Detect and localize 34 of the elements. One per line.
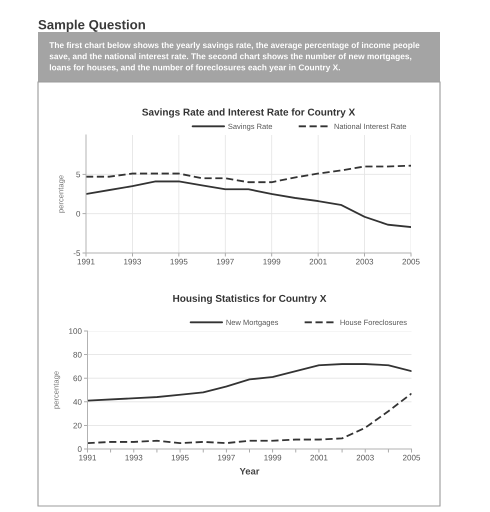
x-tick-label: 1999 xyxy=(264,454,282,460)
y-tick-label: 60 xyxy=(73,375,82,382)
y-tick-label: 100 xyxy=(69,328,82,334)
y-tick-label: 5 xyxy=(76,172,80,178)
x-tick-label: 1995 xyxy=(170,258,188,264)
x-tick-label: 2001 xyxy=(310,258,327,264)
x-tick-label: 1997 xyxy=(216,258,234,264)
x-tick-label: 1993 xyxy=(125,454,142,460)
x-tick-label: 1991 xyxy=(79,454,96,460)
y-tick-label: 20 xyxy=(73,422,82,428)
x-tick-label: 2005 xyxy=(402,258,420,264)
y-tick-label: 0 xyxy=(76,210,80,217)
text: The first chart below shows the yearly savings rate, the average percentage of income people save, and the national interest rate. The second chart shows the number of new mortgages, loans for houses, and the number of foreclosures each year in Country X. xyxy=(49,42,420,72)
x-tick-label: 1993 xyxy=(124,258,142,264)
y-tick-label: 40 xyxy=(73,399,82,405)
y-tick-label: 80 xyxy=(73,352,82,358)
x-tick-label: 1991 xyxy=(78,258,95,264)
x-tick-label: 1995 xyxy=(172,454,189,460)
text: Sample Question xyxy=(38,20,145,32)
x-tick-label: 1999 xyxy=(263,258,280,264)
x-tick-label: 2001 xyxy=(310,454,328,460)
y-tick-label: -5 xyxy=(74,250,80,256)
x-tick-label: 2005 xyxy=(402,454,420,460)
chart-title: Savings Rate and Interest Rate for Country X xyxy=(142,108,356,118)
x-tick-label: 2003 xyxy=(356,258,374,264)
x-axis-title: Year xyxy=(240,468,260,475)
line-series xyxy=(88,392,412,444)
line-series xyxy=(86,180,411,228)
line-series xyxy=(88,363,412,402)
chart-title: Housing Statistics for Country X xyxy=(173,294,326,304)
x-tick-label: 2003 xyxy=(356,454,374,460)
x-tick-label: 1997 xyxy=(218,454,235,460)
line-series xyxy=(86,164,411,184)
y-tick-label: 0 xyxy=(78,446,82,452)
